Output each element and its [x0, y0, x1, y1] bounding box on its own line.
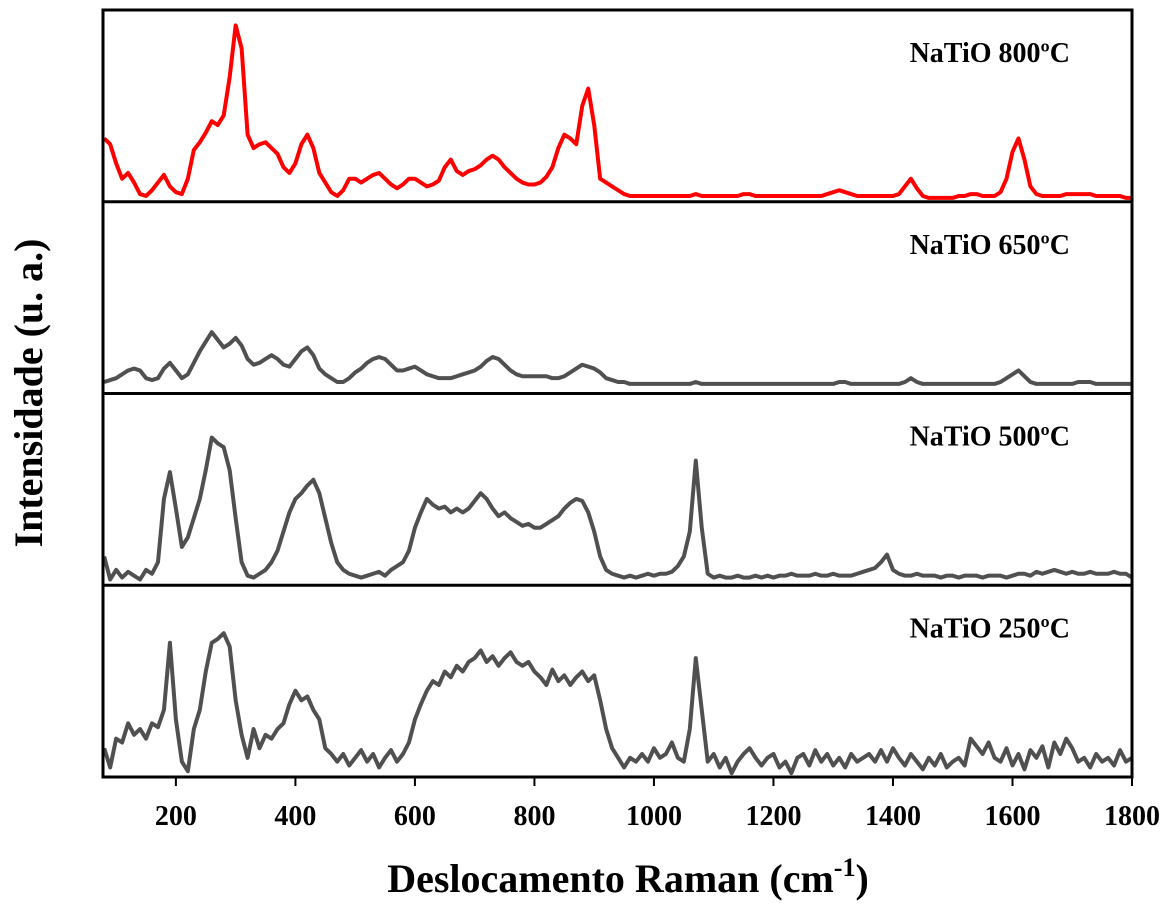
x-tick-label: 200	[155, 801, 197, 832]
spectrum-line	[102, 23, 1132, 200]
spectrum-line	[102, 435, 1134, 582]
spectrum-line	[103, 330, 1132, 386]
x-tick-label: 1000	[626, 801, 682, 832]
x-tick-label: 1600	[984, 801, 1040, 832]
panel-label: NaTiO 800ºC	[910, 38, 1070, 69]
x-tick-label: 1200	[745, 801, 801, 832]
x-axis-title-sup: -1	[834, 853, 856, 882]
panel-label: NaTiO 250ºC	[910, 613, 1070, 644]
spectrum-line	[102, 631, 1134, 776]
panel-label: NaTiO 650ºC	[910, 230, 1070, 261]
x-axis-title: Deslocamento Raman (cm-1)	[387, 853, 869, 901]
y-axis-title: Intensidade (u. a.)	[6, 239, 51, 548]
x-tick-label: 1400	[865, 801, 921, 832]
panel-label: NaTiO 500ºC	[910, 422, 1070, 453]
x-tick-label: 600	[394, 801, 436, 832]
x-tick-label: 1800	[1104, 801, 1160, 832]
x-tick-label: 400	[274, 801, 316, 832]
x-axis-title-end: )	[855, 856, 868, 901]
x-axis-title-text: Deslocamento Raman (cm	[387, 856, 834, 901]
x-tick-label: 800	[513, 801, 555, 832]
